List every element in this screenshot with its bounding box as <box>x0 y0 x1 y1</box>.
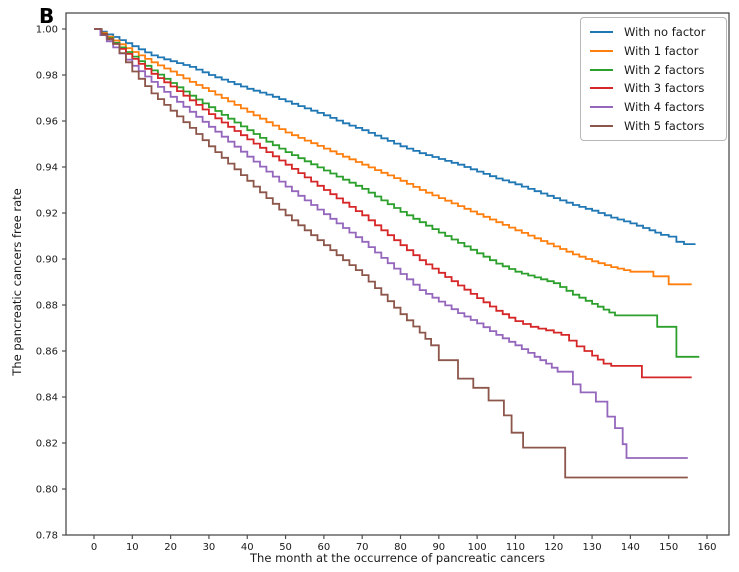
y-tick-label: 0.90 <box>36 255 58 266</box>
legend-label: With 2 factors <box>624 62 705 77</box>
y-tick-label: 0.82 <box>36 439 58 450</box>
series-line-with-2-factors <box>94 28 700 358</box>
y-tick-label: 0.78 <box>36 531 58 542</box>
legend-line-swatch <box>590 50 613 53</box>
x-tick-label: 20 <box>164 542 177 553</box>
plot-frame <box>65 12 730 536</box>
legend-line-swatch <box>590 68 613 71</box>
x-tick-label: 40 <box>241 542 254 553</box>
y-axis-title: The pancreatic cancers free rate <box>10 188 24 376</box>
y-tick-label: 0.84 <box>36 393 58 404</box>
y-tick-label: 0.92 <box>36 209 58 220</box>
legend-label: With 3 factors <box>624 81 705 96</box>
x-tick-label: 70 <box>356 542 369 553</box>
x-tick-label: 10 <box>126 542 139 553</box>
x-tick-label: 60 <box>318 542 331 553</box>
y-tick-label: 0.94 <box>36 163 58 174</box>
series-line-with-4-factors <box>94 28 688 459</box>
legend-line-swatch <box>590 106 613 109</box>
x-tick-label: 80 <box>394 542 407 553</box>
legend-entry-0: With no factor <box>590 23 720 42</box>
series-line-with-3-factors <box>94 28 692 379</box>
legend: With no factor With 1 factor With 2 factor… <box>580 17 727 142</box>
legend-label: With 1 factor <box>624 44 699 59</box>
legend-entry-2: With 2 factors <box>590 60 720 79</box>
y-tick-label: 0.98 <box>36 71 58 82</box>
y-tick-label: 0.86 <box>36 347 58 358</box>
y-tick-label: 0.96 <box>36 117 58 128</box>
x-tick-label: 100 <box>468 542 487 553</box>
y-tick-label: 0.88 <box>36 301 58 312</box>
y-tick-label: 1.00 <box>36 25 58 36</box>
series-line-with-5-factors <box>94 28 688 479</box>
legend-label: With no factor <box>624 25 706 40</box>
y-tick-label: 0.80 <box>36 485 58 496</box>
x-tick-label: 50 <box>279 542 292 553</box>
x-axis-title: The month at the occurrence of pancreati… <box>250 551 545 565</box>
x-tick-label: 30 <box>203 542 216 553</box>
series-line-with-1-factor <box>94 28 692 286</box>
legend-label: With 4 factors <box>624 100 705 115</box>
legend-line-swatch <box>590 124 613 127</box>
x-tick-label: 90 <box>432 542 445 553</box>
legend-entry-4: With 4 factors <box>590 98 720 117</box>
x-tick-label: 130 <box>583 542 602 553</box>
legend-entry-3: With 3 factors <box>590 79 720 98</box>
x-tick-label: 110 <box>506 542 525 553</box>
legend-line-swatch <box>590 87 613 90</box>
legend-label: With 5 factors <box>624 118 705 133</box>
series-line-with-no-factor <box>94 28 696 245</box>
legend-entry-1: With 1 factor <box>590 42 720 61</box>
x-tick-label: 160 <box>697 542 716 553</box>
x-tick-label: 0 <box>91 542 97 553</box>
legend-entry-5: With 5 factors <box>590 116 720 135</box>
legend-line-swatch <box>590 31 613 34</box>
x-tick-label: 120 <box>544 542 563 553</box>
x-tick-label: 140 <box>621 542 640 553</box>
x-tick-label: 150 <box>659 542 678 553</box>
panel-label: B <box>39 4 55 28</box>
